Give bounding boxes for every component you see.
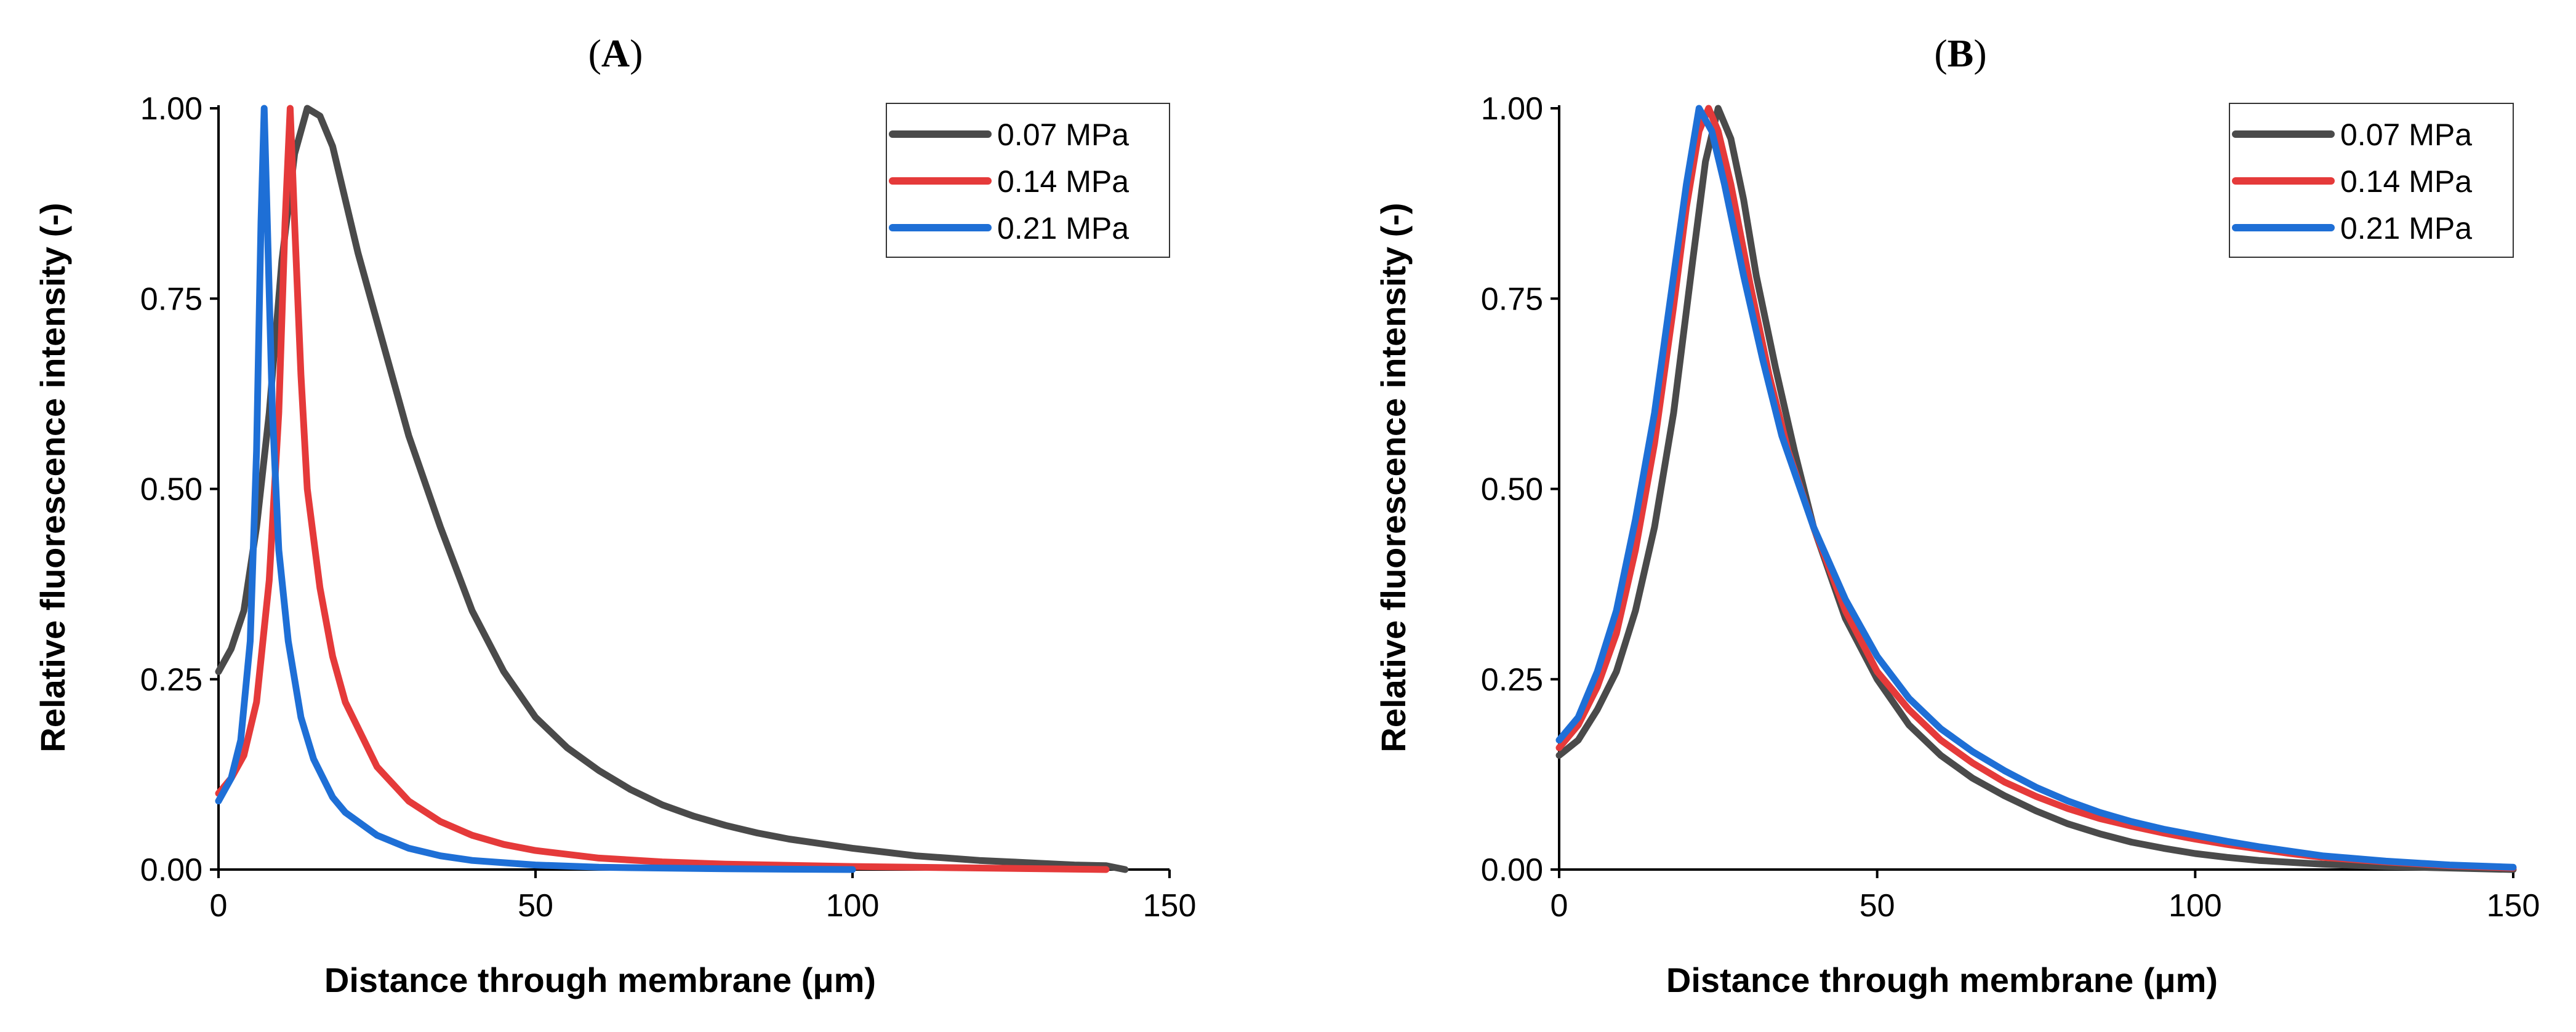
panel-b-series-line-0-21-mpa xyxy=(1555,105,2517,871)
panel-a-legend-label: 0.14 MPa xyxy=(997,164,1129,199)
panel-b-y-axis-title: Relative fluorescence intensity (-) xyxy=(1374,202,1413,752)
panel-b-y-tick-label: 1.00 xyxy=(1481,91,1543,127)
panel-a-x-tick-label: 0 xyxy=(210,888,228,924)
panel-a-legend: 0.07 MPa 0.14 MPa 0.21 MPa xyxy=(886,103,1170,258)
panel-a-legend-label: 0.07 MPa xyxy=(997,118,1129,152)
panel-b-title: (B) xyxy=(1934,31,1986,75)
panel-a-y-tick-label: 0.75 xyxy=(140,281,203,317)
panel-a: (A) 0.00 0.25 0.50 0.75 1.00 0 50 100 150 0.07 MP… xyxy=(33,31,1196,999)
panel-b-plot-area: 0.00 0.25 0.50 0.75 1.00 0 50 100 150 0.07 MPa 0.1… xyxy=(1481,91,2540,924)
panel-a-plot-area: 0.00 0.25 0.50 0.75 1.00 0 50 100 150 0.07 MPa 0.1… xyxy=(140,91,1197,924)
panel-a-legend-label: 0.21 MPa xyxy=(997,211,1129,246)
panel-a-y-tick-label: 0.00 xyxy=(140,852,203,888)
panel-b-y-tick-label: 0.75 xyxy=(1481,281,1543,317)
panel-b-x-tick-label: 50 xyxy=(1860,888,1895,924)
panel-b-x-axis-title: Distance through membrane (μm) xyxy=(1666,961,2218,999)
panel-a-x-tick-label: 150 xyxy=(1143,888,1197,924)
panel-b-y-tick-label: 0.50 xyxy=(1481,472,1543,508)
panel-a-series-line-0-21-mpa xyxy=(215,105,856,873)
panel-b-legend-label: 0.21 MPa xyxy=(2340,211,2472,246)
panel-a-y-tick-label: 1.00 xyxy=(140,91,203,127)
panel-b: (B) 0.00 0.25 0.50 0.75 1.00 0 50 100 150 0.07 MP… xyxy=(1374,31,2540,999)
panel-a-y-axis-title: Relative fluorescence intensity (-) xyxy=(33,202,72,752)
panel-a-title: (A) xyxy=(588,31,643,75)
panel-b-y-tick-label: 0.25 xyxy=(1481,662,1543,698)
panel-b-legend-label: 0.07 MPa xyxy=(2340,118,2472,152)
panel-a-x-tick-label: 100 xyxy=(826,888,880,924)
panel-b-x-tick-label: 100 xyxy=(2169,888,2222,924)
panel-a-x-axis-title: Distance through membrane (μm) xyxy=(324,961,876,999)
panel-a-series-line-0-14-mpa xyxy=(215,105,1110,873)
panel-b-y-tick-label: 0.00 xyxy=(1481,852,1543,888)
panel-a-y-tick-label: 0.50 xyxy=(140,472,203,508)
panel-a-x-tick-label: 50 xyxy=(518,888,553,924)
panel-b-series-line-0-07-mpa xyxy=(1555,105,2517,873)
panel-b-x-tick-label: 150 xyxy=(2487,888,2540,924)
panel-a-series-line-0-07-mpa xyxy=(215,105,1129,873)
panel-b-legend: 0.07 MPa 0.14 MPa 0.21 MPa xyxy=(2229,103,2514,258)
panel-b-x-tick-label: 0 xyxy=(1551,888,1568,924)
panel-b-legend-label: 0.14 MPa xyxy=(2340,164,2472,199)
panel-a-y-tick-label: 0.25 xyxy=(140,662,203,698)
